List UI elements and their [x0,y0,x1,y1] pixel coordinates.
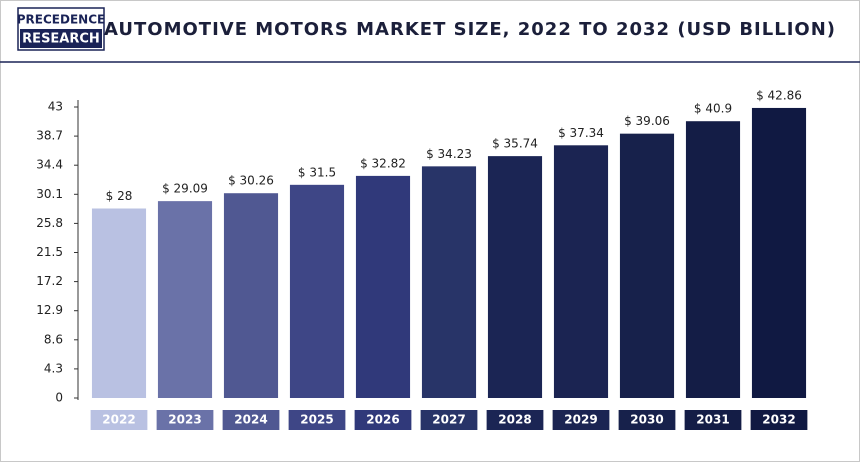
y-tick-label: 43 [48,100,63,114]
category-box [618,410,676,430]
bar [355,175,411,398]
x-tick-label: 2026 [366,413,399,427]
bar [223,193,279,398]
value-label: $ 40.9 [694,102,732,116]
bar [487,156,543,398]
y-tick-label: 12.9 [36,303,63,317]
x-tick-label: 2025 [300,413,333,427]
y-tick-label: 4.3 [44,361,63,375]
bar [157,201,213,398]
value-label: $ 29.09 [162,182,208,196]
chart-title: AUTOMOTIVE MOTORS MARKET SIZE, 2022 TO 2… [104,19,836,40]
x-tick-label: 2032 [762,413,795,427]
category-box [552,410,610,430]
category-box [222,410,280,430]
y-tick-label: 30.1 [36,187,63,201]
category-box [420,410,478,430]
category-box [354,410,412,430]
category-box [90,410,148,430]
value-label: $ 32.82 [360,156,406,170]
category-box [288,410,346,430]
value-label: $ 31.5 [298,165,336,179]
x-tick-label: 2031 [696,413,729,427]
category-box [684,410,742,430]
logo-text: RESEARCH [22,32,100,47]
x-tick-label: 2027 [432,413,465,427]
value-label: $ 39.06 [624,114,670,128]
category-box [750,410,808,430]
value-label: $ 37.34 [558,126,604,140]
bar [553,145,609,398]
y-tick-label: 0 [55,391,63,405]
x-tick-label: 2029 [564,413,597,427]
logo-text: PRECEDENCE [17,13,105,27]
logo-band [20,29,102,48]
value-label: $ 34.23 [426,147,472,161]
y-tick-label: 21.5 [36,245,63,259]
y-tick-label: 8.6 [44,332,63,346]
y-tick-label: 38.7 [36,129,63,143]
bar [685,121,741,399]
y-tick-label: 25.8 [36,216,63,230]
bar [751,107,807,398]
x-tick-label: 2024 [234,413,267,427]
x-tick-label: 2023 [168,413,201,427]
category-box [156,410,214,430]
y-tick-label: 34.4 [36,158,63,172]
value-label: $ 30.26 [228,174,274,188]
bar [619,133,675,398]
x-tick-label: 2028 [498,413,531,427]
value-label: $ 42.86 [756,88,802,102]
value-label: $ 28 [106,189,133,203]
bar [289,184,345,398]
bar [91,208,147,398]
bar [421,166,477,398]
value-label: $ 35.74 [492,137,538,151]
y-tick-label: 17.2 [36,274,63,288]
x-tick-label: 2030 [630,413,663,427]
x-tick-label: 2022 [102,413,135,427]
category-box [486,410,544,430]
